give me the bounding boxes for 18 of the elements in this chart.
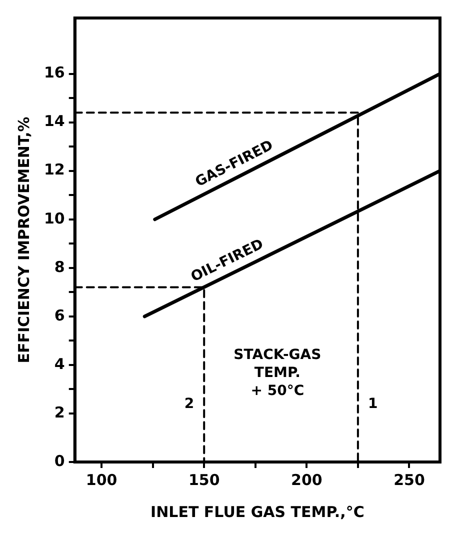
y-tick-label: 14 [44, 112, 65, 130]
y-tick-label: 12 [44, 160, 65, 179]
y-tick-label: 8 [54, 258, 65, 276]
series-label: 2 [184, 396, 194, 412]
x-tick-label: 250 [394, 470, 425, 489]
y-tick-label: 16 [44, 64, 65, 82]
y-tick-label: 2 [54, 403, 65, 422]
x-tick-label: 100 [86, 470, 118, 489]
y-tick-label: 10 [44, 209, 65, 228]
y-tick-label: 0 [54, 452, 65, 470]
y-axis-title: EFFICIENCY IMPROVEMENT,% [14, 116, 33, 364]
series-label: 1 [368, 396, 378, 412]
y-tick-label: 4 [54, 354, 65, 373]
annotation: STACK-GAS TEMP. + 50°C [234, 346, 322, 399]
x-tick-label: 150 [188, 470, 220, 489]
x-tick-label: 200 [291, 470, 322, 489]
x-axis-title: INLET FLUE GAS TEMP.,°C [150, 502, 364, 521]
y-tick-label: 6 [54, 306, 65, 324]
